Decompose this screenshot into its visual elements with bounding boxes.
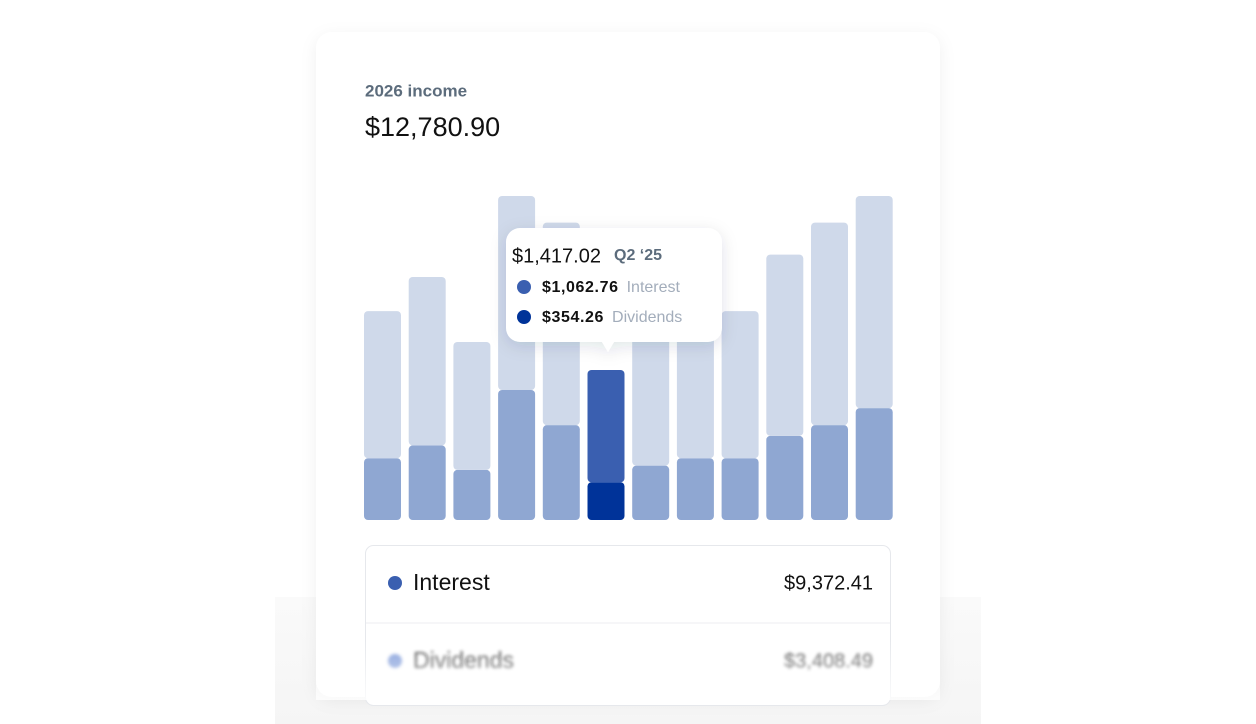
tooltip-dot (517, 310, 531, 324)
bar-segment (498, 390, 536, 520)
tooltip-series-name: Dividends (612, 309, 682, 326)
bar-segment (721, 458, 759, 520)
legend-row: Interest $9,372.41 (388, 569, 873, 595)
tooltip-category: Q2 ‘25 (614, 247, 662, 264)
bar-segment (587, 370, 625, 483)
income-total: $12,780.90 (365, 112, 500, 142)
tooltip-dot (517, 280, 531, 294)
tooltip-box (506, 228, 722, 352)
bar-chart (364, 196, 893, 520)
bar-segment (676, 458, 714, 520)
bar-segment (855, 196, 893, 409)
bar-segment (408, 276, 446, 446)
bar-segment (811, 425, 848, 520)
tooltip-series-name: Interest (627, 279, 681, 296)
bar-segment (408, 445, 446, 520)
bar-segment (364, 311, 401, 459)
legend-label: Interest (413, 569, 490, 595)
bar-segment (632, 330, 670, 466)
tooltip-value: $1,062.76 (542, 279, 619, 296)
bar-segment (587, 482, 625, 520)
bar-segment (855, 408, 893, 520)
bar-segment (453, 341, 491, 470)
bar-segment (364, 458, 401, 520)
bar-segment (632, 465, 670, 520)
tooltip-value: $354.26 (542, 309, 604, 326)
bar-segment (676, 320, 714, 459)
tooltip-total: $1,417.02 (512, 245, 601, 267)
legend-dot (388, 576, 402, 590)
tooltip: $1,417.02 Q2 ‘25 $1,062.76 Interest $354.26 D… (506, 228, 722, 352)
card (316, 32, 940, 697)
bar-segment (811, 222, 848, 426)
bar-segment (766, 254, 804, 436)
bar-segment (453, 469, 491, 520)
card-title: 2026 income (365, 81, 467, 100)
bar-segment (766, 435, 804, 520)
bar-segment (542, 425, 580, 520)
legend-total: $9,372.41 (784, 572, 873, 594)
fade (316, 640, 940, 700)
bar-segment (721, 311, 759, 459)
